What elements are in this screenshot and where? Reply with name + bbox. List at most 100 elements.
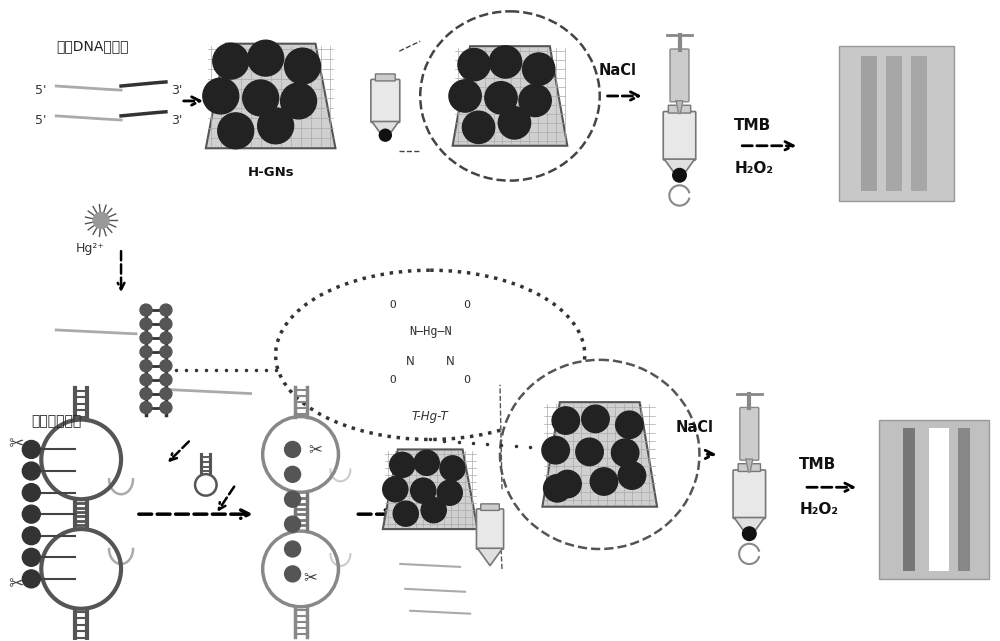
Circle shape — [437, 480, 462, 505]
Text: ✂: ✂ — [304, 568, 317, 586]
Circle shape — [160, 318, 172, 330]
Circle shape — [22, 570, 40, 588]
Circle shape — [285, 541, 301, 557]
Text: 碎片DNA酶序列: 碎片DNA酶序列 — [56, 39, 129, 53]
Circle shape — [22, 440, 40, 458]
Circle shape — [248, 40, 284, 76]
Circle shape — [22, 548, 40, 566]
Circle shape — [485, 81, 517, 114]
Circle shape — [160, 346, 172, 358]
Circle shape — [576, 438, 603, 465]
Circle shape — [140, 402, 152, 413]
Circle shape — [285, 566, 301, 582]
Text: N—Hg—N: N—Hg—N — [409, 325, 452, 338]
Circle shape — [523, 53, 555, 85]
Circle shape — [22, 527, 40, 545]
Ellipse shape — [420, 12, 600, 181]
Circle shape — [489, 46, 522, 78]
Circle shape — [140, 360, 152, 372]
Circle shape — [552, 407, 580, 434]
Circle shape — [140, 332, 152, 344]
Circle shape — [554, 470, 581, 498]
Circle shape — [203, 78, 239, 114]
Text: O          O: O O — [390, 375, 471, 385]
Polygon shape — [664, 159, 695, 180]
Circle shape — [93, 212, 109, 228]
Bar — [861, 56, 877, 190]
Circle shape — [544, 474, 571, 502]
Circle shape — [582, 405, 609, 433]
Circle shape — [140, 388, 152, 399]
Circle shape — [213, 43, 249, 79]
FancyBboxPatch shape — [733, 470, 766, 519]
Circle shape — [411, 478, 436, 503]
Circle shape — [285, 467, 301, 482]
Circle shape — [285, 516, 301, 532]
FancyBboxPatch shape — [371, 79, 400, 122]
Circle shape — [218, 113, 254, 149]
Circle shape — [618, 462, 646, 489]
Circle shape — [243, 80, 279, 116]
Text: TMB: TMB — [799, 457, 836, 472]
Circle shape — [281, 83, 317, 119]
Polygon shape — [206, 44, 335, 148]
FancyBboxPatch shape — [663, 112, 696, 160]
FancyBboxPatch shape — [668, 105, 691, 113]
Text: H-GNs: H-GNs — [247, 165, 294, 179]
Circle shape — [421, 497, 446, 522]
Circle shape — [160, 402, 172, 413]
FancyBboxPatch shape — [670, 49, 689, 102]
Bar — [958, 428, 970, 571]
Text: NaCl: NaCl — [599, 63, 637, 78]
Circle shape — [140, 304, 152, 316]
Circle shape — [498, 107, 531, 139]
Circle shape — [140, 318, 152, 330]
Circle shape — [160, 360, 172, 372]
Circle shape — [140, 374, 152, 386]
Circle shape — [379, 129, 391, 141]
Circle shape — [160, 304, 172, 316]
Circle shape — [458, 49, 490, 81]
Text: NaCl: NaCl — [675, 419, 713, 435]
Circle shape — [743, 527, 756, 540]
Polygon shape — [746, 459, 753, 472]
Text: H₂O₂: H₂O₂ — [799, 502, 838, 517]
Polygon shape — [676, 101, 683, 113]
Text: H₂O₂: H₂O₂ — [734, 161, 773, 176]
Circle shape — [590, 468, 618, 495]
Text: 3': 3' — [171, 85, 182, 97]
Polygon shape — [542, 402, 657, 506]
Text: TMB: TMB — [734, 119, 772, 133]
Circle shape — [160, 388, 172, 399]
Circle shape — [449, 80, 481, 112]
Bar — [911, 56, 927, 190]
Bar — [903, 428, 915, 571]
Text: T-Hg-T: T-Hg-T — [412, 410, 449, 422]
Text: 核酸分子发卡: 核酸分子发卡 — [31, 415, 82, 429]
Circle shape — [393, 501, 418, 526]
FancyBboxPatch shape — [740, 408, 759, 460]
Circle shape — [440, 456, 465, 481]
Text: N: N — [406, 355, 415, 368]
Circle shape — [22, 483, 40, 501]
Circle shape — [414, 450, 439, 476]
Polygon shape — [734, 517, 765, 538]
FancyBboxPatch shape — [738, 463, 760, 472]
Circle shape — [160, 332, 172, 344]
Ellipse shape — [500, 360, 699, 549]
Circle shape — [611, 439, 639, 467]
Text: O          O: O O — [390, 300, 471, 310]
FancyBboxPatch shape — [879, 420, 989, 579]
Polygon shape — [453, 46, 567, 146]
FancyBboxPatch shape — [476, 509, 504, 549]
Circle shape — [519, 85, 551, 117]
Text: 3': 3' — [171, 114, 182, 128]
Circle shape — [22, 462, 40, 480]
Circle shape — [258, 108, 294, 144]
Text: ✂: ✂ — [9, 575, 24, 593]
Polygon shape — [477, 548, 503, 566]
FancyBboxPatch shape — [375, 74, 395, 81]
Bar — [929, 428, 949, 571]
Circle shape — [616, 411, 643, 438]
Text: N: N — [446, 355, 455, 368]
